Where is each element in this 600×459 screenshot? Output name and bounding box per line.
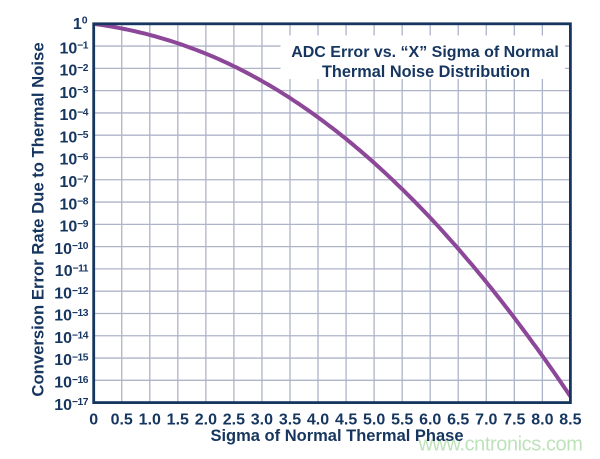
svg-text:1.5: 1.5 xyxy=(167,411,189,428)
svg-text:5.0: 5.0 xyxy=(363,411,385,428)
svg-text:6.0: 6.0 xyxy=(419,411,441,428)
svg-text:2.0: 2.0 xyxy=(195,411,217,428)
svg-text:7.0: 7.0 xyxy=(475,411,497,428)
svg-text:8.5: 8.5 xyxy=(559,411,581,428)
svg-text:4.0: 4.0 xyxy=(307,411,329,428)
svg-text:1.0: 1.0 xyxy=(139,411,161,428)
svg-text:5.5: 5.5 xyxy=(391,411,413,428)
svg-text:6.5: 6.5 xyxy=(447,411,469,428)
svg-text:0.5: 0.5 xyxy=(111,411,133,428)
svg-text:4.5: 4.5 xyxy=(335,411,357,428)
svg-text:0: 0 xyxy=(89,411,98,428)
svg-text:ADC Error vs. “X” Sigma of Nor: ADC Error vs. “X” Sigma of Normal xyxy=(291,44,559,61)
svg-text:www.cntronics.com: www.cntronics.com xyxy=(417,434,582,456)
svg-text:Thermal Noise Distribution: Thermal Noise Distribution xyxy=(322,63,530,81)
svg-text:Sigma of Normal Thermal Phase: Sigma of Normal Thermal Phase xyxy=(210,427,463,445)
svg-text:8.0: 8.0 xyxy=(531,411,553,428)
svg-text:3.5: 3.5 xyxy=(279,411,301,428)
svg-text:7.5: 7.5 xyxy=(503,411,525,428)
svg-text:2.5: 2.5 xyxy=(223,411,245,428)
svg-text:3.0: 3.0 xyxy=(251,411,273,428)
svg-text:Conversion Error Rate Due to T: Conversion Error Rate Due to Thermal Noi… xyxy=(28,42,47,396)
